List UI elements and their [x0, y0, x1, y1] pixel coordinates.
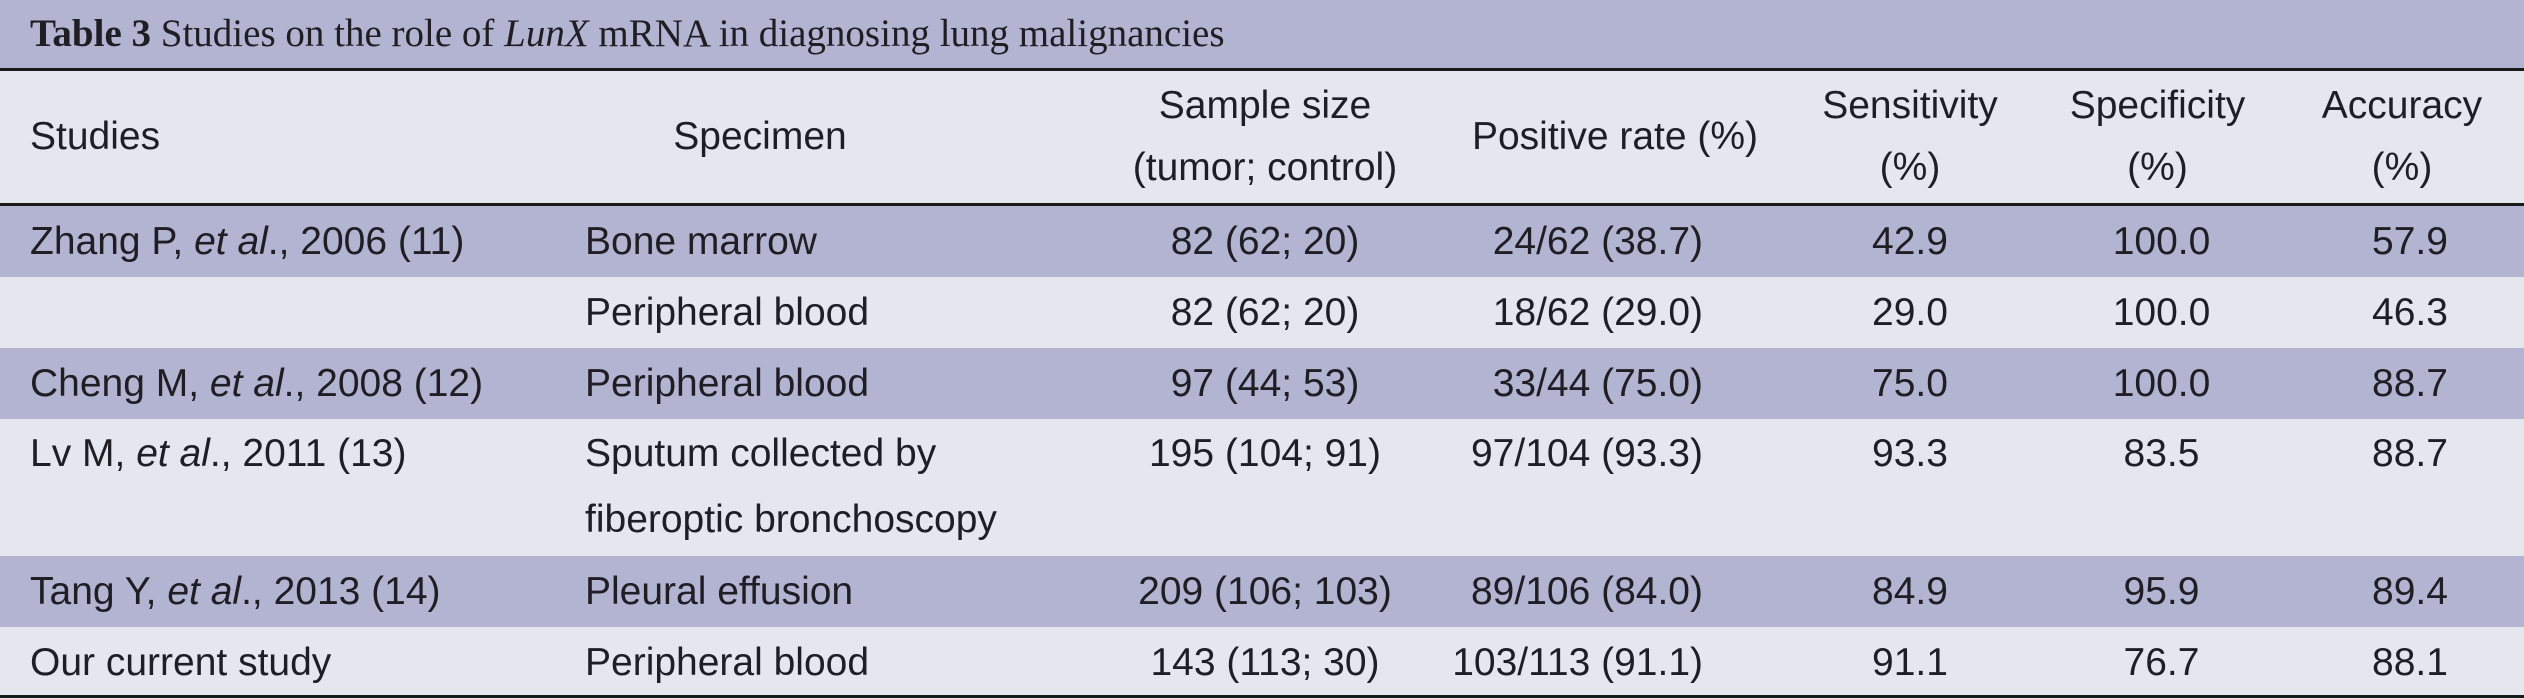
positive-rate-cell: 33/44 (75.0) [1492, 362, 1703, 405]
study-author: Lv M, [30, 432, 137, 475]
study-year: ., 2013 (14) [241, 570, 441, 613]
sensitivity-cell: 91.1 [1872, 641, 1948, 684]
sample-size-cell: 97 (44; 53) [1170, 362, 1360, 405]
study-year: ., 2006 (11) [267, 220, 465, 263]
study-cell: Tang Y, et al., 2013 (14) [0, 556, 555, 627]
sample-size-cell: 195 (104; 91) [1148, 432, 1381, 475]
specimen-cell: Pleural effusion [585, 570, 854, 613]
sensitivity-cell: 75.0 [1872, 362, 1948, 405]
table-row: Tang Y, et al., 2013 (14) Pleural effusi… [0, 556, 2524, 627]
sensitivity-cell: 42.9 [1872, 220, 1948, 263]
caption-text-before: Studies on the role of [151, 12, 505, 55]
sample-size-cell: 143 (113; 30) [1150, 641, 1380, 684]
specimen-cell: Peripheral blood [585, 641, 870, 684]
accuracy-cell: 89.4 [2372, 570, 2448, 613]
study-author: Zhang P, [30, 220, 195, 263]
sample-size-cell: 82 (62; 20) [1170, 291, 1360, 334]
header-specimen: Specimen [673, 115, 847, 158]
study-author: Our current study [30, 641, 332, 684]
specimen-cell: Bone marrow [585, 220, 817, 263]
caption-text-after: mRNA in diagnosing lung malignancies [588, 12, 1225, 55]
table-label: Table 3 [30, 12, 152, 55]
positive-rate-cell: 97/104 (93.3) [1470, 432, 1703, 475]
accuracy-cell: 57.9 [2372, 220, 2448, 263]
study-author: Tang Y, [30, 570, 168, 613]
header-sensitivity-line1: Sensitivity [1822, 84, 1998, 127]
positive-rate-cell: 18/62 (29.0) [1492, 291, 1703, 334]
specimen-cell: Peripheral blood [585, 291, 870, 334]
top-rule [0, 68, 2524, 71]
specificity-cell: 100.0 [2112, 362, 2211, 405]
caption-gene-name: LunX [504, 12, 589, 55]
study-etal: et al [209, 362, 284, 405]
table-row: Cheng M, et al., 2008 (12) Peripheral bl… [0, 348, 2524, 419]
specimen-cell: Sputum collected by fiberoptic bronchosco… [555, 419, 1085, 556]
study-etal: et al [167, 570, 242, 613]
header-specificity-line1: Specificity [2069, 84, 2246, 127]
table-row: Peripheral blood 82 (62; 20) 18/62 (29.0… [0, 277, 2524, 348]
study-cell: Zhang P, et al., 2006 (11) [0, 205, 555, 278]
study-year: ., 2008 (12) [283, 362, 484, 405]
specificity-cell: 76.7 [2123, 641, 2200, 684]
bottom-rule [0, 695, 2524, 698]
specimen-line2: fiberoptic bronchoscopy [585, 498, 997, 541]
results-table: Studies Specimen Sample size (tumor; cont… [0, 71, 2524, 698]
header-sensitivity-line2: (%) [1879, 146, 1941, 189]
study-year: ., 2011 (13) [209, 432, 407, 475]
header-accuracy-line2: (%) [2371, 146, 2433, 189]
table-row: Our current study Peripheral blood 143 (… [0, 627, 2524, 698]
header-accuracy-line1: Accuracy [2321, 84, 2483, 127]
study-cell: Our current study [0, 627, 555, 698]
specificity-cell: 100.0 [2112, 291, 2211, 334]
header-specificity: Specificity (%) [2035, 71, 2280, 205]
study-cell: Lv M, et al., 2011 (13) [0, 419, 555, 556]
study-etal: et al [136, 432, 210, 475]
positive-rate-cell: 89/106 (84.0) [1470, 570, 1703, 613]
specificity-cell: 100.0 [2112, 220, 2211, 263]
accuracy-cell: 88.1 [2372, 641, 2448, 684]
table-row: Zhang P, et al., 2006 (11) Bone marrow 8… [0, 204, 2524, 278]
study-cell: Cheng M, et al., 2008 (12) [0, 348, 555, 419]
specimen-line1: Sputum collected by [585, 432, 937, 475]
accuracy-cell: 88.7 [2372, 362, 2448, 405]
specimen-cell: Peripheral blood [585, 362, 870, 405]
sample-size-cell: 82 (62; 20) [1170, 220, 1360, 263]
header-specificity-line2: (%) [2127, 146, 2188, 189]
header-sample-size-line2: (tumor; control) [1132, 146, 1398, 189]
header-sample-size-line1: Sample size [1158, 84, 1372, 127]
positive-rate-cell: 103/113 (91.1) [1452, 641, 1703, 684]
header-positive-rate: Positive rate (%) [1471, 115, 1759, 158]
specificity-cell: 83.5 [2123, 432, 2200, 475]
sensitivity-cell: 29.0 [1872, 291, 1948, 334]
accuracy-cell: 46.3 [2372, 291, 2448, 334]
sensitivity-cell: 84.9 [1872, 570, 1948, 613]
table-caption: Table 3 Studies on the role of LunX mRNA… [0, 0, 2524, 68]
study-author: Cheng M, [30, 362, 210, 405]
sensitivity-cell: 93.3 [1872, 432, 1948, 475]
accuracy-cell: 88.7 [2372, 432, 2448, 475]
positive-rate-cell: 24/62 (38.7) [1492, 220, 1703, 263]
header-sample-size: Sample size (tumor; control) [1085, 71, 1445, 205]
table-row: Lv M, et al., 2011 (13) Sputum collected… [0, 419, 2524, 556]
header-row: Studies Specimen Sample size (tumor; cont… [0, 71, 2524, 205]
header-accuracy: Accuracy (%) [2280, 71, 2524, 205]
header-studies: Studies [30, 115, 161, 158]
sample-size-cell: 209 (106; 103) [1138, 570, 1392, 613]
specificity-cell: 95.9 [2123, 570, 2200, 613]
study-cell [0, 277, 555, 348]
study-etal: et al [194, 220, 268, 263]
header-sensitivity: Sensitivity (%) [1785, 71, 2035, 205]
